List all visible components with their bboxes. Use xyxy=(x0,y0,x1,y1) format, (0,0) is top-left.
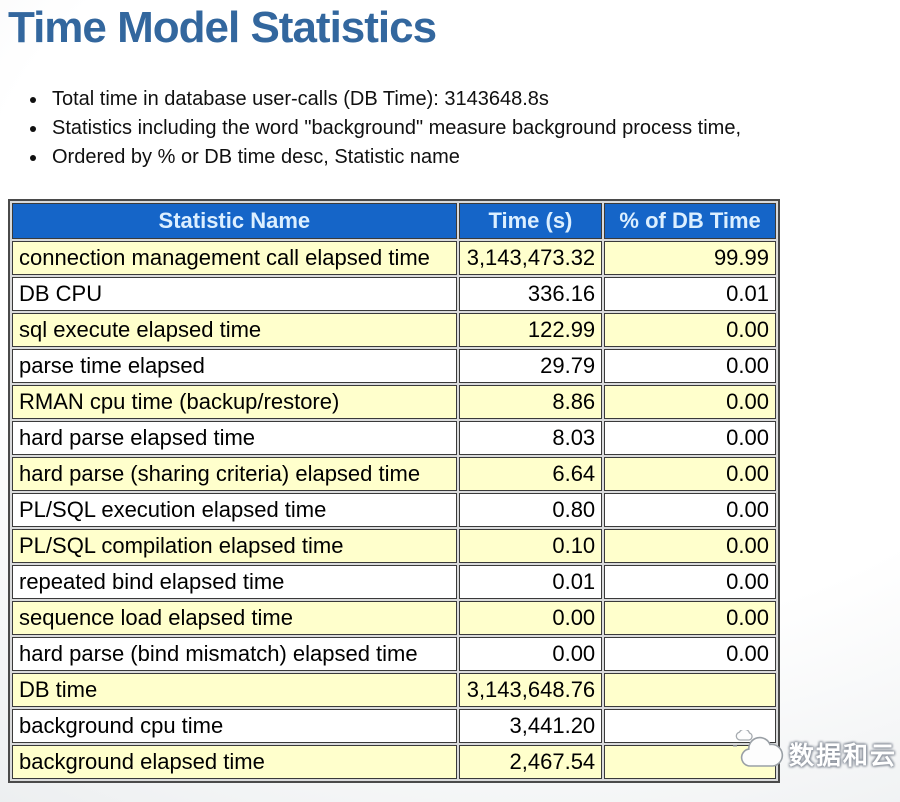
table-header: Statistic Name Time (s) % of DB Time xyxy=(12,203,776,239)
table-row: DB CPU 336.16 0.01 xyxy=(12,277,776,311)
pct-cell: 0.00 xyxy=(604,457,776,491)
time-cell: 0.10 xyxy=(458,529,603,563)
table-row: hard parse (bind mismatch) elapsed time 0… xyxy=(12,637,776,671)
notes-list: Total time in database user-calls (DB Ti… xyxy=(48,88,900,169)
statistic-name-cell: DB time xyxy=(12,673,457,707)
statistic-name-cell: repeated bind elapsed time xyxy=(12,565,457,599)
time-cell: 8.86 xyxy=(458,385,603,419)
page-title: Time Model Statistics xyxy=(8,3,437,52)
pct-cell: 0.00 xyxy=(604,637,776,671)
time-cell: 0.80 xyxy=(458,493,603,527)
pct-cell: 99.99 xyxy=(604,241,776,275)
statistic-name-cell: connection management call elapsed time xyxy=(12,241,457,275)
pct-cell: 0.00 xyxy=(604,313,776,347)
table-row: PL/SQL execution elapsed time 0.80 0.00 xyxy=(12,493,776,527)
column-header-statistic-name: Statistic Name xyxy=(12,203,457,239)
pct-cell: 0.00 xyxy=(604,421,776,455)
statistic-name-cell: DB CPU xyxy=(12,277,457,311)
table-row: hard parse (sharing criteria) elapsed ti… xyxy=(12,457,776,491)
time-model-statistics-table: Statistic Name Time (s) % of DB Time con… xyxy=(8,199,780,783)
pct-cell xyxy=(604,709,776,743)
statistic-name-cell: hard parse (sharing criteria) elapsed ti… xyxy=(12,457,457,491)
statistic-name-cell: parse time elapsed xyxy=(12,349,457,383)
statistic-name-cell: sql execute elapsed time xyxy=(12,313,457,347)
time-cell: 8.03 xyxy=(458,421,603,455)
pct-cell: 0.01 xyxy=(604,277,776,311)
table-row: hard parse elapsed time 8.03 0.00 xyxy=(12,421,776,455)
time-cell: 3,143,473.32 xyxy=(458,241,603,275)
pct-cell: 0.00 xyxy=(604,493,776,527)
column-header-time: Time (s) xyxy=(458,203,603,239)
awr-report-page: Time Model Statistics Total time in data… xyxy=(0,4,900,802)
note-item: Ordered by % or DB time desc, Statistic … xyxy=(48,146,900,169)
table-row: RMAN cpu time (backup/restore) 8.86 0.00 xyxy=(12,385,776,419)
time-cell: 3,441.20 xyxy=(458,709,603,743)
table-row: background cpu time 3,441.20 xyxy=(12,709,776,743)
time-cell: 6.64 xyxy=(458,457,603,491)
statistic-name-cell: background elapsed time xyxy=(12,745,457,779)
table-body: connection management call elapsed time 3… xyxy=(12,241,776,779)
statistic-name-cell: hard parse (bind mismatch) elapsed time xyxy=(12,637,457,671)
note-item: Statistics including the word "backgroun… xyxy=(48,117,900,140)
time-cell: 29.79 xyxy=(458,349,603,383)
pct-cell: 0.00 xyxy=(604,349,776,383)
pct-cell: 0.00 xyxy=(604,601,776,635)
header-row: Statistic Name Time (s) % of DB Time xyxy=(12,203,776,239)
statistic-name-cell: hard parse elapsed time xyxy=(12,421,457,455)
table-row: DB time 3,143,648.76 xyxy=(12,673,776,707)
watermark: 数据和云 xyxy=(731,728,898,777)
statistic-name-cell: PL/SQL execution elapsed time xyxy=(12,493,457,527)
cloud-logo-icon xyxy=(731,728,785,777)
watermark-text: 数据和云 xyxy=(789,741,898,770)
table-row: sql execute elapsed time 122.99 0.00 xyxy=(12,313,776,347)
note-item: Total time in database user-calls (DB Ti… xyxy=(48,88,900,111)
table-row: PL/SQL compilation elapsed time 0.10 0.00 xyxy=(12,529,776,563)
table-row: sequence load elapsed time 0.00 0.00 xyxy=(12,601,776,635)
time-cell: 122.99 xyxy=(458,313,603,347)
statistic-name-cell: RMAN cpu time (backup/restore) xyxy=(12,385,457,419)
pct-cell: 0.00 xyxy=(604,565,776,599)
time-cell: 0.00 xyxy=(458,601,603,635)
pct-cell: 0.00 xyxy=(604,385,776,419)
time-cell: 3,143,648.76 xyxy=(458,673,603,707)
pct-cell: 0.00 xyxy=(604,529,776,563)
time-cell: 0.01 xyxy=(458,565,603,599)
statistic-name-cell: PL/SQL compilation elapsed time xyxy=(12,529,457,563)
table-row: background elapsed time 2,467.54 xyxy=(12,745,776,779)
table-row: parse time elapsed 29.79 0.00 xyxy=(12,349,776,383)
statistic-name-cell: background cpu time xyxy=(12,709,457,743)
time-cell: 2,467.54 xyxy=(458,745,603,779)
table-row: connection management call elapsed time 3… xyxy=(12,241,776,275)
pct-cell xyxy=(604,673,776,707)
time-cell: 0.00 xyxy=(458,637,603,671)
statistic-name-cell: sequence load elapsed time xyxy=(12,601,457,635)
table-row: repeated bind elapsed time 0.01 0.00 xyxy=(12,565,776,599)
column-header-pct-db-time: % of DB Time xyxy=(604,203,776,239)
time-cell: 336.16 xyxy=(458,277,603,311)
